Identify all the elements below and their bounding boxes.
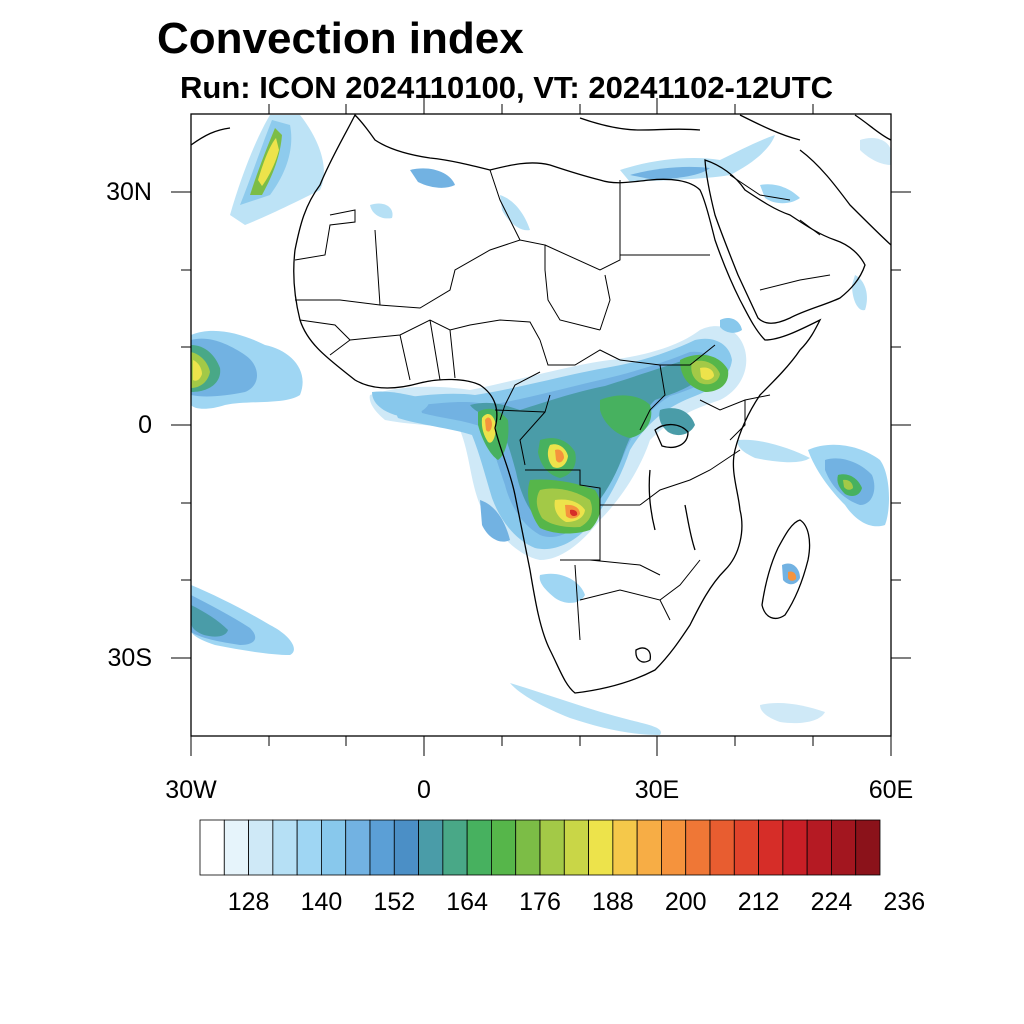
- colorbar-tick-label: 176: [519, 888, 561, 916]
- country-borders: [294, 169, 831, 641]
- colorbar-box: [539, 819, 565, 876]
- colorbar-box: [393, 819, 419, 876]
- colorbar-box: [758, 819, 784, 876]
- colorbar-box: [491, 819, 517, 876]
- colorbar-box: [709, 819, 735, 876]
- colorbar-box: [855, 819, 881, 876]
- colorbar-box: [296, 819, 322, 876]
- colorbar-tick-label: 128: [227, 888, 270, 916]
- colorbar-box: [685, 819, 711, 876]
- colorbar-box: [588, 819, 614, 876]
- y-tick-label-30n: 30N: [106, 178, 152, 206]
- colorbar-tick-label: 188: [591, 888, 634, 916]
- x-tick-label-0: 0: [417, 776, 431, 804]
- colorbar-box: [248, 819, 274, 876]
- colorbar-box: [661, 819, 687, 876]
- colorbar-box: [563, 819, 589, 876]
- colorbar-tick-label: 212: [737, 888, 780, 916]
- x-tick-label-30w: 30W: [165, 776, 217, 804]
- colorbar-tick-label: 236: [883, 888, 926, 916]
- colorbar-box: [223, 819, 249, 876]
- colorbar-box: [782, 819, 808, 876]
- colorbar-box: [199, 819, 225, 876]
- map-frame: [171, 98, 911, 756]
- colorbar-box: [345, 819, 371, 876]
- colorbar-tick-label: 140: [300, 888, 343, 916]
- colorbar-box: [272, 819, 298, 876]
- colorbar-box: [636, 819, 662, 876]
- convection-field: [191, 115, 891, 735]
- coastlines: [191, 114, 891, 694]
- colorbar-tick-label: 164: [446, 888, 488, 916]
- colorbar-box: [831, 819, 857, 876]
- y-tick-label-30s: 30S: [107, 644, 152, 672]
- x-tick-label-30e: 30E: [634, 776, 680, 804]
- colorbar-box: [806, 819, 832, 876]
- colorbar: [199, 819, 881, 876]
- y-tick-label-0: 0: [138, 411, 152, 439]
- colorbar-tick-label: 200: [664, 888, 707, 916]
- colorbar-box: [442, 819, 468, 876]
- colorbar-box: [515, 819, 541, 876]
- colorbar-box: [733, 819, 759, 876]
- colorbar-tick-label: 152: [373, 888, 416, 916]
- colorbar-box: [321, 819, 347, 876]
- x-tick-label-60e: 60E: [868, 776, 914, 804]
- colorbar-box: [418, 819, 444, 876]
- chart-title: Convection index: [157, 14, 524, 63]
- colorbar-tick-label: 224: [810, 888, 853, 916]
- chart-subtitle: Run: ICON 2024110100, VT: 20241102-12UTC: [180, 70, 834, 105]
- colorbar-box: [612, 819, 638, 876]
- colorbar-box: [466, 819, 492, 876]
- colorbar-box: [369, 819, 395, 876]
